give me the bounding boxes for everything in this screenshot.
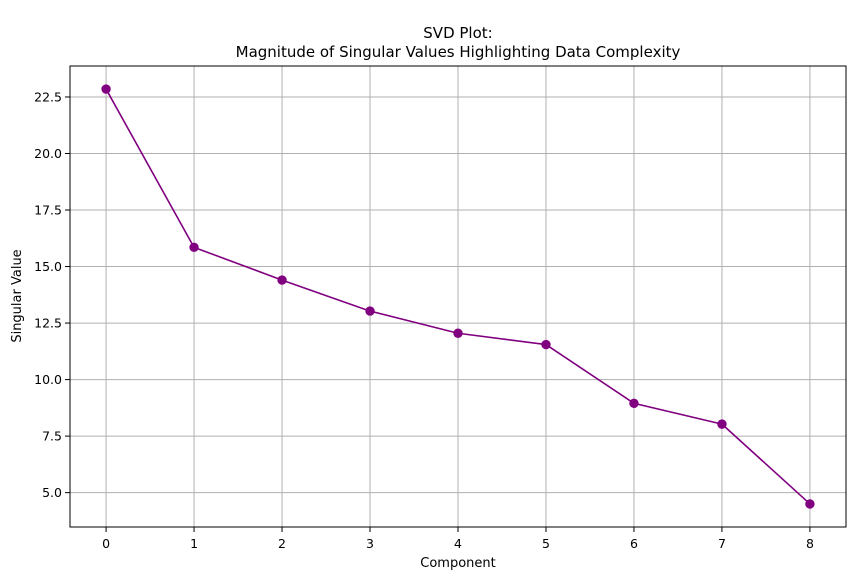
data-point-marker [365, 306, 375, 316]
y-tick-label: 17.5 [34, 203, 62, 218]
x-tick-label: 2 [278, 536, 286, 551]
series-layer [101, 84, 815, 509]
y-tick-label: 10.0 [34, 372, 62, 387]
x-axis-label: Component [420, 556, 495, 571]
plot-area-frame [69, 65, 847, 528]
x-tick-label: 5 [542, 536, 550, 551]
x-tick-label: 4 [454, 536, 462, 551]
y-tick-label: 12.5 [34, 316, 62, 331]
x-tick-label: 6 [630, 536, 638, 551]
x-tick-label: 3 [366, 536, 374, 551]
chart-title: SVD Plot: [423, 24, 492, 42]
x-tick-label: 7 [718, 536, 726, 551]
y-tick-label: 7.5 [42, 429, 62, 444]
x-tick-label: 8 [806, 536, 814, 551]
grid-lines [70, 66, 846, 527]
data-point-marker [101, 84, 111, 94]
data-point-marker [189, 242, 199, 253]
y-tick-label: 15.0 [34, 259, 62, 274]
x-tick-label: 0 [102, 536, 110, 551]
y-axis-label: Singular Value [10, 249, 25, 342]
data-point-marker [717, 419, 727, 429]
data-point-marker [629, 398, 639, 409]
chart-subtitle: Magnitude of Singular Values Highlightin… [236, 43, 681, 61]
y-tick-label: 5.0 [42, 485, 62, 500]
data-point-marker [277, 275, 287, 285]
data-point-marker [541, 339, 551, 350]
data-point-marker [453, 328, 463, 338]
x-tick-label: 1 [190, 536, 198, 551]
data-point-marker [805, 499, 815, 509]
axis-ticks: 0 1 2 3 4 5 6 7 8 5.0 7.5 10.0 12.5 15.0 17.5 20.0 22.5 [34, 89, 814, 551]
y-tick-label: 20.0 [34, 146, 62, 161]
y-tick-label: 22.5 [34, 89, 62, 104]
